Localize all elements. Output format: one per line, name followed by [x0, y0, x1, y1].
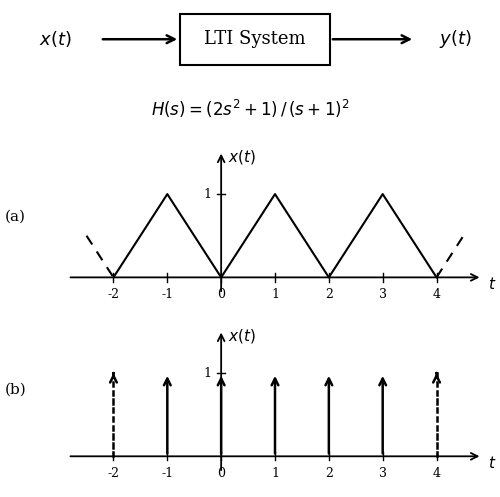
Text: 1: 1	[204, 366, 212, 380]
Text: 1: 1	[271, 467, 279, 480]
Text: 4: 4	[432, 288, 440, 301]
Text: 4: 4	[432, 467, 440, 480]
Text: 1: 1	[271, 288, 279, 301]
Text: -1: -1	[161, 467, 173, 480]
Text: -2: -2	[108, 288, 120, 301]
Text: 2: 2	[325, 288, 333, 301]
Text: (a): (a)	[5, 209, 26, 223]
Text: $H(s) = (2s^2 + 1)\,/\,(s+1)^2$: $H(s) = (2s^2 + 1)\,/\,(s+1)^2$	[150, 97, 350, 119]
Text: $t$: $t$	[488, 455, 496, 471]
Text: 3: 3	[378, 288, 386, 301]
Text: 0: 0	[217, 288, 225, 301]
Text: $x(t)$: $x(t)$	[38, 29, 72, 49]
Text: -2: -2	[108, 467, 120, 480]
Text: $x(t)$: $x(t)$	[228, 148, 256, 166]
Text: $t$: $t$	[488, 276, 496, 292]
Text: $y(t)$: $y(t)$	[438, 28, 472, 50]
Text: LTI System: LTI System	[204, 30, 306, 48]
Text: 0: 0	[217, 467, 225, 480]
Text: $x(t)$: $x(t)$	[228, 327, 256, 345]
FancyBboxPatch shape	[180, 14, 330, 65]
Text: 2: 2	[325, 467, 333, 480]
Text: -1: -1	[161, 288, 173, 301]
Text: 1: 1	[204, 187, 212, 201]
Text: 3: 3	[378, 467, 386, 480]
Text: (b): (b)	[5, 383, 27, 397]
